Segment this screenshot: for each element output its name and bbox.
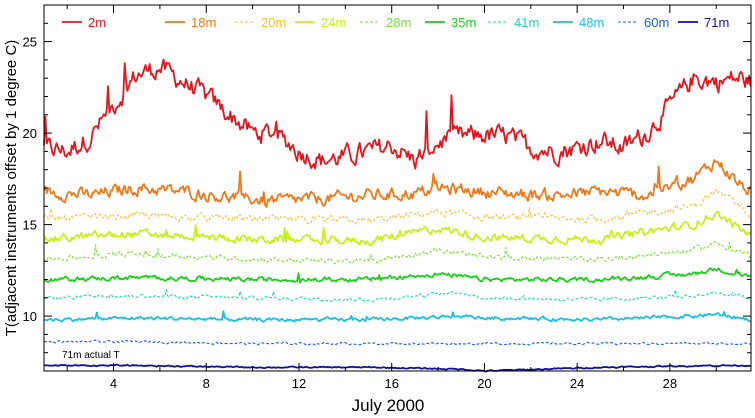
y-tick-label: 15 [23,218,37,233]
y-axis-label: T(adjacent instruments offset by 1 degre… [3,40,20,337]
y-tick-label: 10 [23,309,37,324]
axis-ticks: 4 8 12 16 20 24 28 10 15 20 25 [23,5,751,391]
x-tick-label: 4 [110,376,117,391]
series-line-28m [43,241,751,265]
x-tick-label: 20 [477,376,491,391]
legend-label-2m: 2m [88,15,106,30]
legend-label-20m: 20m [261,15,286,30]
series-line-71m [43,363,751,373]
x-axis-label: July 2000 [352,396,425,415]
series-line-20m [43,188,751,225]
legend-label-28m: 28m [386,15,411,30]
series-line-41m [43,289,751,302]
series-layer [43,58,752,373]
legend-label-35m: 35m [451,15,476,30]
series-line-60m [43,339,751,346]
x-tick-label: 28 [663,376,677,391]
annotation-71m-actual-t: 71m actual T [62,350,120,361]
series-line-48m [43,310,752,323]
y-tick-label: 25 [23,35,37,50]
plot-frame [43,4,752,372]
x-tick-label: 8 [203,376,210,391]
series-line-24m [43,210,752,247]
legend-label-48m: 48m [579,15,604,30]
x-tick-label: 12 [292,376,306,391]
legend-label-18m: 18m [191,15,216,30]
x-tick-label: 24 [570,376,584,391]
y-tick-label: 20 [23,126,37,141]
series-line-35m [43,267,751,284]
legend: 2m 18m 20m 24m 28m 35m 41m 48m 60m 71m [62,15,729,30]
x-tick-label: 16 [384,376,398,391]
legend-label-60m: 60m [644,15,669,30]
legend-label-24m: 24m [321,15,346,30]
series-line-2m [43,58,752,170]
series-line-18m [43,159,752,208]
legend-label-41m: 41m [514,15,539,30]
legend-label-71m: 71m [704,15,729,30]
